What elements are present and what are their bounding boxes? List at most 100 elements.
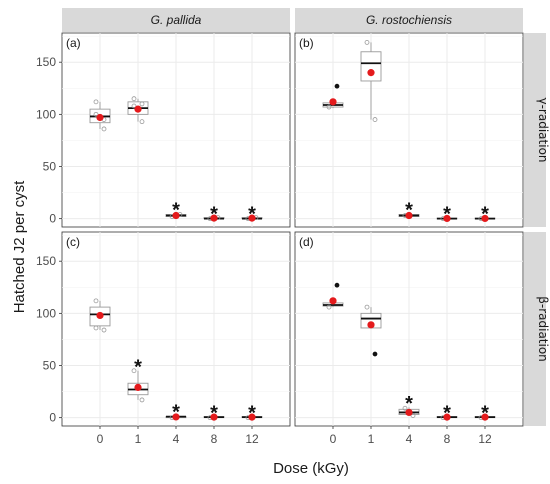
- box-dose-4: *: [165, 199, 187, 221]
- y-axis-title: Hatched J2 per cyst: [11, 180, 28, 313]
- x-tick-label: 8: [211, 432, 218, 446]
- box-dose-1: [127, 96, 149, 125]
- outlier-point: [372, 351, 378, 357]
- mean-point: [96, 311, 104, 320]
- mean-point: [405, 211, 413, 220]
- panels-layer: (a) * * * 0 50 100 150 (b) * * * (c) * * * * 0 50 100 150 0 1 4…: [36, 32, 524, 446]
- box-dose-4: *: [398, 393, 420, 418]
- data-point: [131, 368, 137, 374]
- data-point: [372, 117, 378, 122]
- box-dose-8: *: [203, 204, 225, 226]
- data-point: [101, 327, 107, 333]
- axes-layer: Dose (kGy) Hatched J2 per cyst: [11, 180, 349, 477]
- column-strip-label: G. rostochiensis: [366, 13, 452, 27]
- outlier-point: [334, 282, 340, 288]
- mean-point: [367, 69, 375, 77]
- data-point: [139, 101, 145, 107]
- significance-marker: *: [172, 402, 180, 424]
- significance-marker: *: [172, 199, 180, 221]
- mean-point: [443, 214, 451, 223]
- column-strip-label: G. pallida: [151, 13, 202, 27]
- box-dose-4: *: [165, 402, 187, 424]
- x-tick-label: 8: [444, 432, 451, 446]
- data-point: [93, 99, 99, 105]
- x-tick-label: 12: [245, 432, 259, 446]
- mean-point: [210, 413, 218, 421]
- y-tick-label: 100: [36, 107, 56, 121]
- data-point: [326, 104, 332, 110]
- box-dose-12: *: [241, 204, 263, 226]
- box-dose-1: *: [127, 357, 149, 403]
- row-strip: [524, 33, 546, 227]
- mean-point: [367, 321, 375, 329]
- mean-point: [134, 105, 142, 113]
- panel-label: (a): [66, 36, 81, 50]
- data-point: [364, 39, 370, 45]
- mean-point: [96, 113, 104, 122]
- row-strip-label: γ-radiation: [536, 97, 550, 162]
- significance-marker: *: [481, 204, 489, 226]
- mean-point: [405, 408, 413, 417]
- significance-marker: *: [248, 403, 256, 425]
- y-tick-label: 0: [49, 411, 56, 425]
- box-dose-8: *: [436, 204, 458, 226]
- mean-point: [210, 214, 218, 222]
- mean-point: [248, 413, 256, 421]
- x-tick-label: 1: [368, 432, 375, 446]
- column-strip: [295, 8, 523, 32]
- data-point: [139, 397, 145, 403]
- data-point: [93, 111, 99, 117]
- mean-point: [134, 383, 142, 392]
- y-tick-label: 50: [43, 359, 57, 373]
- x-tick-label: 0: [97, 432, 104, 446]
- y-tick-label: 50: [43, 160, 57, 174]
- data-point: [131, 103, 137, 109]
- data-point: [402, 405, 408, 411]
- mean-point: [481, 413, 489, 421]
- significance-marker: *: [405, 199, 413, 221]
- box-dose-8: *: [203, 403, 225, 425]
- x-tick-label: 1: [135, 432, 142, 446]
- box-dose-8: *: [436, 403, 458, 425]
- box-dose-0: [322, 83, 344, 110]
- panel-c: (c) * * * * 0 50 100 150 0 1 4 8 12: [36, 231, 291, 446]
- y-tick-label: 0: [49, 212, 56, 226]
- box-dose-4: *: [398, 199, 420, 221]
- mean-point: [172, 413, 180, 421]
- data-point: [139, 119, 145, 125]
- significance-marker: *: [248, 204, 256, 226]
- data-point: [131, 96, 137, 102]
- data-point: [410, 413, 416, 418]
- box-dose-0: [322, 282, 344, 310]
- strips-layer: G. pallida G. rostochiensis γ-radiation β-r…: [62, 8, 550, 426]
- data-point: [93, 298, 99, 304]
- row-strip-label: β-radiation: [536, 296, 550, 362]
- significance-marker: *: [443, 403, 451, 425]
- significance-marker: *: [210, 403, 218, 425]
- x-tick-label: 4: [173, 432, 180, 446]
- data-point: [101, 126, 107, 132]
- x-tick-label: 12: [478, 432, 492, 446]
- row-strip: [524, 232, 546, 426]
- significance-marker: *: [210, 204, 218, 226]
- y-tick-label: 150: [36, 55, 56, 69]
- significance-marker: *: [443, 204, 451, 226]
- panel-label: (d): [299, 235, 314, 249]
- panel-label: (c): [66, 235, 80, 249]
- panel-label: (b): [299, 36, 314, 50]
- y-tick-label: 150: [36, 254, 56, 268]
- x-axis-title: Dose (kGy): [273, 460, 349, 477]
- box-dose-0: [89, 298, 111, 333]
- mean-point: [248, 214, 256, 222]
- box-dose-1: [360, 39, 382, 122]
- mean-point: [481, 214, 489, 223]
- outlier-point: [334, 83, 340, 89]
- box-dose-12: *: [241, 403, 263, 425]
- significance-marker: *: [134, 357, 142, 379]
- mean-point: [443, 413, 451, 421]
- data-point: [93, 325, 99, 331]
- panel-d: (d) * * * 0 1 4 8 12: [294, 231, 524, 446]
- box: [360, 51, 382, 82]
- panel-a: (a) * * * 0 50 100 150: [36, 32, 291, 228]
